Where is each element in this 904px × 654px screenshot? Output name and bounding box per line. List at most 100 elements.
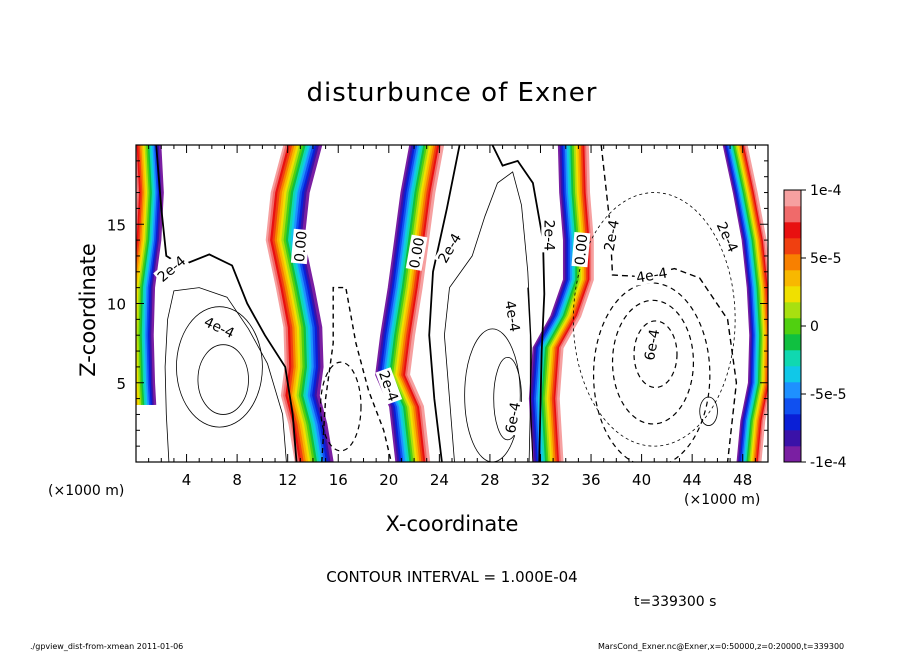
contour-center-c — [493, 356, 522, 441]
band-4-5 — [729, 145, 759, 462]
contour-left-b — [197, 344, 249, 415]
contour-label-bg — [501, 298, 524, 335]
band-1-12 — [292, 145, 325, 462]
contour-label: 4e-4 — [501, 299, 522, 333]
band-4-15 — [743, 145, 768, 462]
band-1-4 — [274, 145, 307, 462]
band-0-15 — [149, 145, 163, 405]
x-unit-label-right: (×1000 m) — [684, 492, 761, 508]
contour-label: 0.00 — [292, 230, 311, 262]
colorbar-swatch — [784, 366, 801, 383]
band-2-5 — [385, 145, 423, 462]
band-2-16 — [407, 145, 445, 462]
colorbar-swatch — [784, 398, 801, 415]
band-4-11 — [738, 145, 768, 462]
x-tick-label: 44 — [683, 471, 702, 489]
x-tick-label: 32 — [531, 471, 550, 489]
colorbar-tick-label: 0 — [810, 319, 819, 335]
contour-low-16 — [319, 361, 362, 452]
band-1-13 — [294, 145, 327, 462]
contour-label-bg — [434, 229, 465, 267]
band-2-8 — [391, 145, 429, 462]
chart-title: disturbunce of Exner — [306, 78, 598, 108]
footer-script-label: ./gpview_dist-from-xmean 2011-01-06 — [30, 642, 184, 651]
contour-label: 6e-4 — [642, 328, 663, 362]
x-unit-label-left: (×1000 m) — [48, 483, 125, 499]
x-tick-label: 24 — [430, 471, 449, 489]
band-0-12 — [144, 145, 158, 405]
band-4-4 — [728, 145, 758, 462]
contour-label: 2e-4 — [713, 220, 741, 255]
band-0-10 — [141, 145, 155, 405]
footer-source-label: MarsCond_Exner.nc@Exner,x=0:50000,z=0:20… — [598, 642, 845, 651]
y-tick-label: 5 — [116, 375, 126, 393]
colorbar-swatch — [784, 222, 801, 239]
x-tick-label: 16 — [329, 471, 348, 489]
band-0-4 — [136, 145, 145, 405]
colorbar-tick-label: 5e-5 — [810, 251, 841, 267]
contour-label-bg — [633, 264, 670, 286]
contour-label-bg — [200, 312, 239, 342]
colorbar-swatch — [784, 414, 801, 431]
band-4-8 — [733, 145, 763, 462]
band-3-12 — [549, 145, 587, 462]
band-4-2 — [725, 145, 755, 462]
band-1-7 — [281, 145, 314, 462]
band-2-9 — [393, 145, 431, 462]
colorbar-swatch — [784, 190, 801, 207]
y-tick-label: 10 — [107, 296, 126, 314]
colorbar: 1e-4 5e-5 0 -5e-5 -1e-4 — [783, 183, 847, 471]
colorbar-swatch — [784, 254, 801, 271]
contour-label-bg — [501, 399, 524, 436]
contour-label: 2e-4 — [540, 220, 556, 252]
contour-label: 4e-4 — [635, 265, 669, 286]
contour-label: 2e-4 — [602, 219, 623, 253]
contour-center-b — [464, 328, 521, 462]
band-3-5 — [537, 145, 575, 462]
x-tick-label: 40 — [632, 471, 651, 489]
band-2-7 — [389, 145, 427, 462]
band-4-1 — [724, 145, 753, 462]
band-3-10 — [546, 145, 584, 462]
band-0-13 — [146, 145, 160, 405]
contour-labels: 2e-44e-40.00 0.00 2e-4 2e-4 0.00 2e-44e-42e-4… — [153, 217, 742, 436]
contour-low-16-outer — [321, 286, 392, 462]
band-3-3 — [534, 145, 571, 462]
band-2-11 — [397, 145, 435, 462]
colorbar-swatch — [784, 446, 801, 463]
band-0-11 — [143, 145, 156, 405]
band-4-9 — [735, 145, 765, 462]
colorbar-swatch — [784, 238, 801, 255]
contour-label-bg — [405, 234, 428, 271]
band-3-2 — [532, 145, 570, 462]
contour-label-bg — [571, 231, 591, 268]
band-3-1 — [530, 145, 568, 462]
band-1-1 — [267, 145, 301, 462]
x-tick-label: 36 — [581, 471, 600, 489]
contour-interval-note: CONTOUR INTERVAL = 1.000E-04 — [326, 568, 578, 586]
contour-center-2e4 — [428, 145, 461, 462]
contour-label-bg — [375, 367, 403, 405]
colorbar-swatch — [784, 382, 801, 399]
contour-label: 4e-4 — [201, 314, 236, 342]
x-tick-label: 28 — [480, 471, 499, 489]
band-0-3 — [136, 145, 144, 276]
band-3-14 — [553, 145, 591, 462]
colorbar-tick-label: -1e-4 — [810, 455, 847, 471]
band-3-11 — [548, 145, 586, 462]
contour-low-40-c — [633, 320, 678, 389]
band-2-6 — [387, 145, 425, 462]
x-axis: 4 8 12 16 20 24 28 32 36 40 44 48 — [148, 145, 756, 489]
contour-label: 0.00 — [573, 233, 592, 265]
band-3-16 — [557, 145, 594, 462]
band-3-15 — [555, 145, 593, 462]
band-2-14 — [403, 145, 441, 462]
x-tick-label: 8 — [232, 471, 242, 489]
colorbar-tick-label: -5e-5 — [810, 387, 847, 403]
contour-label-bg — [600, 217, 623, 254]
band-2-15 — [405, 145, 443, 462]
y-axis: 5 10 15 — [107, 160, 768, 447]
x-tick-label: 12 — [278, 471, 297, 489]
band-4-7 — [732, 145, 762, 462]
band-4-0 — [722, 145, 752, 462]
